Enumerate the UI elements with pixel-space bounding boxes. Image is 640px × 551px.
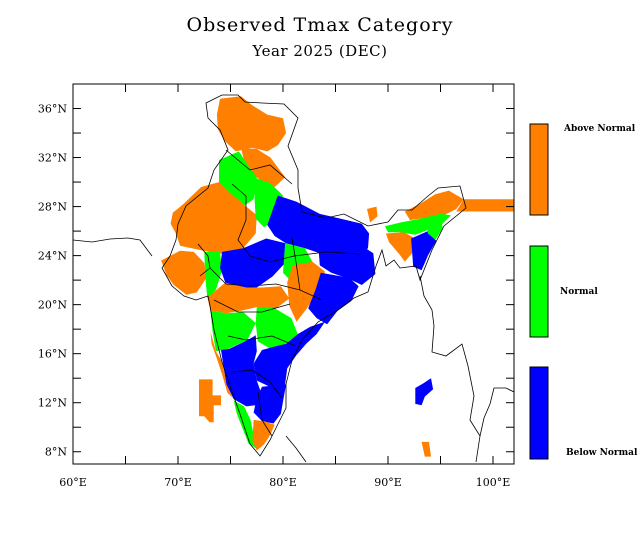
region-below-30	[415, 378, 434, 406]
state-line-10	[197, 243, 211, 277]
lon-tick-label: 80°E	[269, 476, 297, 489]
region-above-0	[216, 96, 287, 152]
state-line-3	[249, 251, 361, 263]
lat-tick-label: 24°N	[38, 250, 67, 263]
region-above-21	[252, 419, 275, 451]
thai-coast-line	[479, 387, 514, 437]
region-above-23	[404, 190, 464, 221]
latitude-axis: 36°N 32°N 28°N 24°N 20°N 16°N 12°N 8°N	[38, 103, 514, 459]
region-below-19	[253, 384, 287, 424]
region-normal-14	[210, 310, 256, 352]
lon-tick-label: 90°E	[374, 476, 402, 489]
map-title: Observed Tmax Category	[186, 14, 454, 36]
region-normal-5	[204, 251, 223, 299]
region-above-22	[367, 206, 378, 223]
legend-swatch	[529, 123, 549, 216]
map-subtitle: Year 2025 (DEC)	[252, 42, 388, 60]
map-frame	[72, 83, 515, 465]
region-above-26	[385, 232, 414, 262]
state-line-1	[225, 149, 293, 185]
legend-swatch	[529, 366, 549, 460]
state-line-6	[227, 335, 297, 347]
state-line-4	[209, 267, 323, 301]
lat-tick-label: 20°N	[38, 299, 67, 312]
state-line-7	[231, 369, 283, 399]
state-line-9	[291, 237, 301, 291]
region-above-11	[287, 261, 325, 322]
region-below-12	[308, 272, 359, 325]
india-outline	[161, 94, 467, 457]
state-line-8	[257, 391, 273, 437]
legend-label: Below Normal	[566, 448, 638, 458]
region-normal-25	[384, 213, 451, 235]
region-above-4	[161, 250, 207, 295]
region-above-13	[207, 282, 290, 314]
lat-tick-label: 16°N	[38, 348, 67, 361]
lat-tick-label: 28°N	[38, 201, 67, 214]
lon-tick-label: 70°E	[164, 476, 192, 489]
region-normal-28	[426, 217, 443, 240]
region-above-24	[456, 199, 514, 212]
region-above-18	[210, 331, 233, 398]
legend-swatch	[529, 245, 549, 338]
category-fill-layer	[161, 96, 514, 457]
region-normal-20	[233, 400, 256, 449]
legend-label: Above Normal	[563, 124, 636, 134]
region-above-29	[199, 379, 221, 423]
lon-tick-label: 60°E	[59, 476, 87, 489]
lat-tick-label: 36°N	[38, 103, 67, 116]
lat-tick-label: 8°N	[45, 446, 67, 459]
region-above-31	[421, 441, 431, 457]
region-normal-15	[255, 307, 298, 349]
lat-tick-label: 12°N	[38, 397, 67, 410]
lon-tick-label: 100°E	[476, 476, 511, 489]
eastern-border-line	[419, 275, 481, 463]
region-above-1	[241, 147, 286, 187]
region-below-10	[318, 245, 376, 285]
category-legend: Above Normal Normal Below Normal	[529, 123, 638, 460]
lat-tick-label: 32°N	[38, 152, 67, 165]
region-below-8	[220, 238, 287, 290]
state-line-5	[213, 299, 291, 313]
western-border-line	[73, 237, 153, 257]
region-below-16	[253, 321, 325, 388]
legend-label: Normal	[560, 287, 598, 297]
region-above-3	[170, 182, 257, 255]
sri-lanka-line	[285, 435, 307, 463]
country-border-layer	[73, 94, 514, 463]
state-line-2	[231, 183, 251, 257]
longitude-axis: 60°E 70°E 80°E 90°E 100°E	[59, 84, 510, 489]
region-below-27	[411, 231, 437, 271]
